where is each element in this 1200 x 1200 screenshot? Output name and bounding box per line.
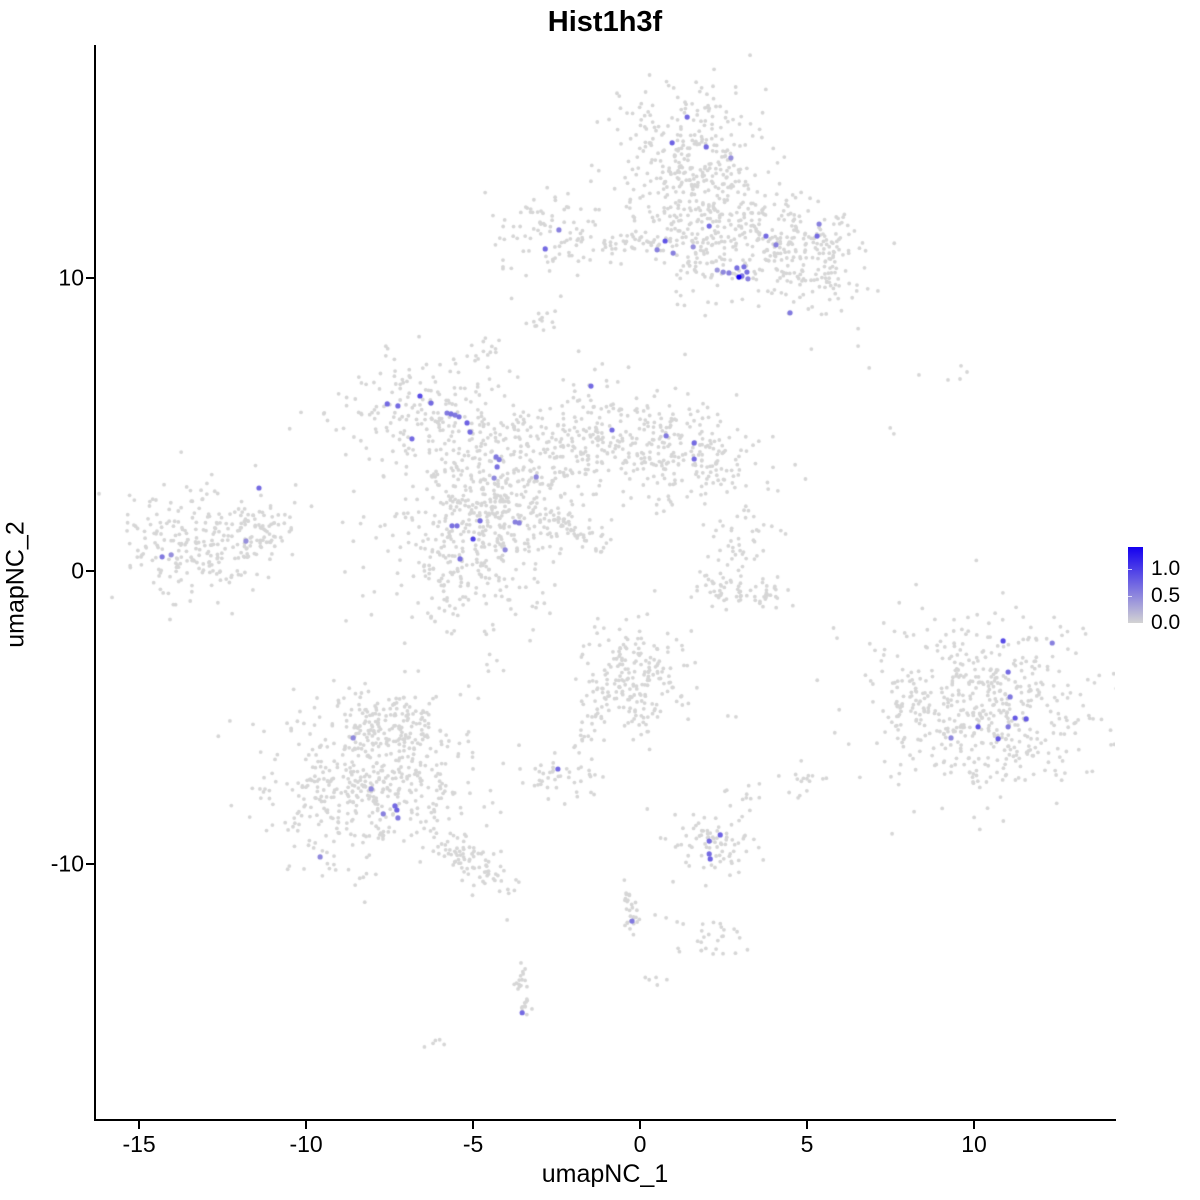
legend-tick-label: 0.0 xyxy=(1151,611,1181,634)
x-axis-title: umapNC_1 xyxy=(541,1160,669,1188)
y-tick-mark xyxy=(86,569,94,572)
x-tick-label: -5 xyxy=(462,1131,484,1157)
x-tick-label: -15 xyxy=(122,1131,156,1157)
plot-title: Hist1h3f xyxy=(547,6,663,38)
x-tick-mark xyxy=(639,1121,642,1129)
y-axis-title: umapNC_2 xyxy=(1,521,30,648)
x-tick-mark xyxy=(472,1121,475,1129)
x-tick-label: 0 xyxy=(633,1131,647,1157)
x-tick-label: 5 xyxy=(800,1131,814,1157)
legend-tick-label: 1.0 xyxy=(1151,556,1181,580)
plot-panel-axes xyxy=(94,45,1116,1121)
x-tick-mark xyxy=(806,1121,809,1129)
x-tick-mark xyxy=(305,1121,308,1129)
legend-tick-label: 0.5 xyxy=(1151,583,1181,607)
x-tick-mark xyxy=(973,1121,976,1129)
x-tick-label: 10 xyxy=(961,1131,987,1157)
y-tick-label: 10 xyxy=(58,264,84,291)
x-tick-mark xyxy=(138,1121,141,1129)
y-tick-label: 0 xyxy=(71,557,84,584)
x-tick-label: -10 xyxy=(289,1131,323,1157)
legend-notch xyxy=(1128,595,1132,597)
y-tick-mark xyxy=(86,862,94,865)
y-tick-mark xyxy=(86,276,94,279)
legend-gradient-bar xyxy=(1128,547,1143,623)
y-tick-label: -10 xyxy=(50,850,84,877)
color-legend: 1.0 0.5 0.0 xyxy=(1128,547,1198,634)
scatter-canvas xyxy=(96,45,1115,1120)
legend-notch xyxy=(1128,568,1132,570)
